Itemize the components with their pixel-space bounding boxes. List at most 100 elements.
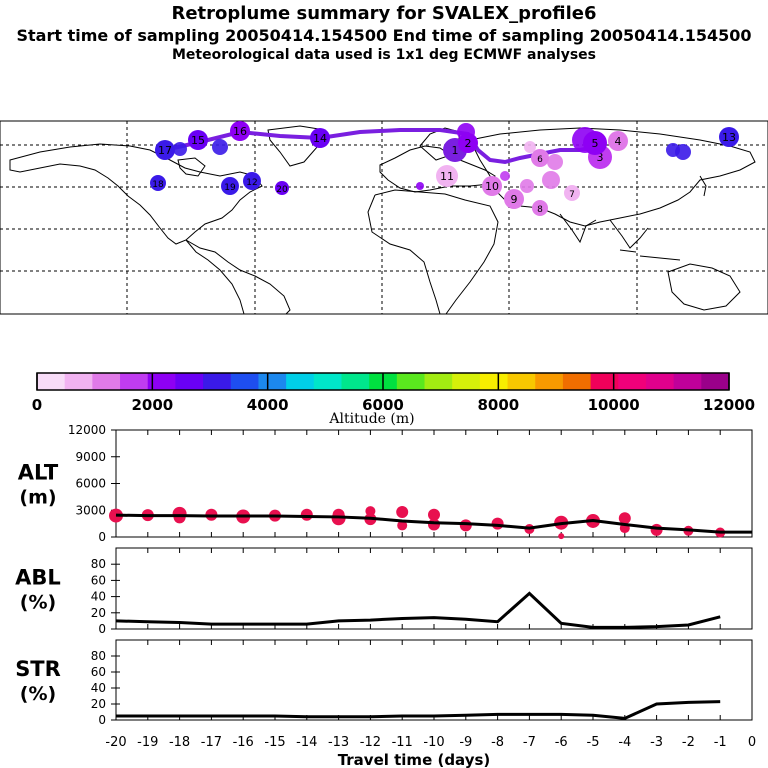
y-tick-label: 0 (98, 622, 106, 636)
colorbar-swatch (618, 373, 647, 390)
plume-point-label: 15 (191, 134, 205, 147)
panel-ylabel-units: (%) (20, 592, 56, 614)
y-tick-label: 0 (98, 530, 106, 544)
plume-point (583, 131, 607, 155)
x-tick-label: -12 (360, 735, 381, 750)
plume-point-label: 10 (485, 180, 499, 193)
plume-point-label: 7 (569, 190, 575, 200)
colorbar-swatch (507, 373, 536, 390)
plume-point (230, 121, 250, 141)
colorbar-tick-label: 6000 (362, 396, 404, 414)
y-tick-label: 60 (91, 573, 106, 587)
x-tick-label: -16 (233, 735, 254, 750)
plume-point-label: 5 (592, 137, 599, 150)
panel-ylabel: ALT (18, 461, 59, 485)
plume-point-label: 8 (537, 205, 543, 215)
plume-point-label: 20 (276, 185, 288, 195)
plume-blob (520, 179, 534, 193)
plume-point-label: 11 (440, 170, 454, 183)
plume-blob (524, 141, 536, 153)
plume-point (531, 149, 549, 167)
series-line (116, 700, 721, 720)
colorbar-swatch (203, 373, 232, 390)
alt-scatter-point (558, 533, 565, 540)
y-tick-label: 0 (98, 713, 106, 727)
colorbar-swatch (396, 373, 426, 390)
colorbar-swatch (120, 373, 149, 390)
panel-alt: ALT(m) 0 3000 6000 9000 12000 (18, 423, 753, 544)
plume-point (221, 177, 239, 195)
plume-point (150, 175, 166, 191)
plume-point (275, 181, 289, 195)
plume-point (155, 140, 175, 160)
plume-point (504, 189, 524, 209)
y-tick-label: 6000 (75, 477, 106, 491)
plume-blob (500, 171, 510, 181)
y-tick-label: 60 (91, 665, 106, 679)
colorbar-swatch (175, 373, 204, 390)
plume-point-label: 19 (224, 183, 236, 193)
plume-blob (212, 139, 228, 155)
x-tick-label: -14 (296, 735, 317, 750)
plume-point (310, 128, 330, 148)
panel-ylabel-units: (m) (19, 487, 56, 509)
x-tick-label: -9 (459, 735, 472, 750)
x-tick-label: -20 (105, 735, 126, 750)
x-tick-label: -17 (201, 735, 222, 750)
colorbar-swatch (147, 373, 176, 390)
plume-point-label: 16 (233, 125, 247, 138)
plume-blob (666, 143, 680, 157)
colorbar-swatch (92, 373, 121, 390)
colorbar-swatch (313, 373, 342, 390)
colorbar-swatch (673, 373, 702, 390)
panel-ylabel-units: (%) (20, 683, 56, 705)
colorbar-swatch (479, 373, 509, 390)
colorbar-tick-label: 12000 (703, 396, 755, 414)
plume-point-label: 4 (615, 135, 622, 148)
x-tick-label: -10 (423, 735, 444, 750)
colorbar-swatch (286, 373, 315, 390)
colorbar-swatch (424, 373, 453, 390)
x-tick-label: -5 (587, 735, 600, 750)
plume-point-label: 6 (537, 155, 543, 165)
alt-scatter-point (173, 511, 186, 524)
plume-blob (542, 171, 560, 189)
y-tick-label: 3000 (75, 503, 106, 517)
plume-blob (547, 154, 563, 170)
plume-point (243, 172, 261, 190)
panel-ylabel: ABL (15, 566, 61, 590)
y-tick-label: 20 (91, 606, 106, 620)
plume-point (719, 127, 739, 147)
plume-point (188, 130, 208, 150)
x-tick-label: -2 (682, 735, 695, 750)
x-tick-label: -15 (264, 735, 285, 750)
alt-scatter-point (618, 512, 631, 525)
x-tick-label: -6 (555, 735, 568, 750)
x-tick-label: -8 (491, 735, 504, 750)
colorbar-swatch (590, 373, 619, 390)
x-tick-label: -1 (714, 735, 727, 750)
plume-blob (173, 142, 187, 156)
plume-point (482, 176, 502, 196)
colorbar-swatch (37, 373, 66, 390)
colorbar-tick-label: 0 (32, 396, 42, 414)
colorbar-label: Altitude (m) (328, 411, 414, 427)
alt-scatter-point (365, 506, 376, 517)
y-tick-label: 40 (91, 681, 106, 695)
plume-blob (416, 182, 424, 190)
plume-point (564, 185, 580, 201)
plume-point-label: 3 (597, 151, 604, 164)
met-data-note: Meteorological data used is 1x1 deg ECMW… (172, 47, 596, 63)
colorbar-tick-label: 8000 (477, 396, 519, 414)
plume-point-label: 13 (722, 131, 736, 144)
alt-scatter-point (650, 523, 663, 536)
map-frame (0, 120, 768, 315)
colorbar-tick-label: 10000 (588, 396, 640, 414)
alt-scatter-point (491, 517, 504, 530)
colorbar-swatch (258, 373, 287, 390)
colorbar-swatch (341, 373, 370, 390)
